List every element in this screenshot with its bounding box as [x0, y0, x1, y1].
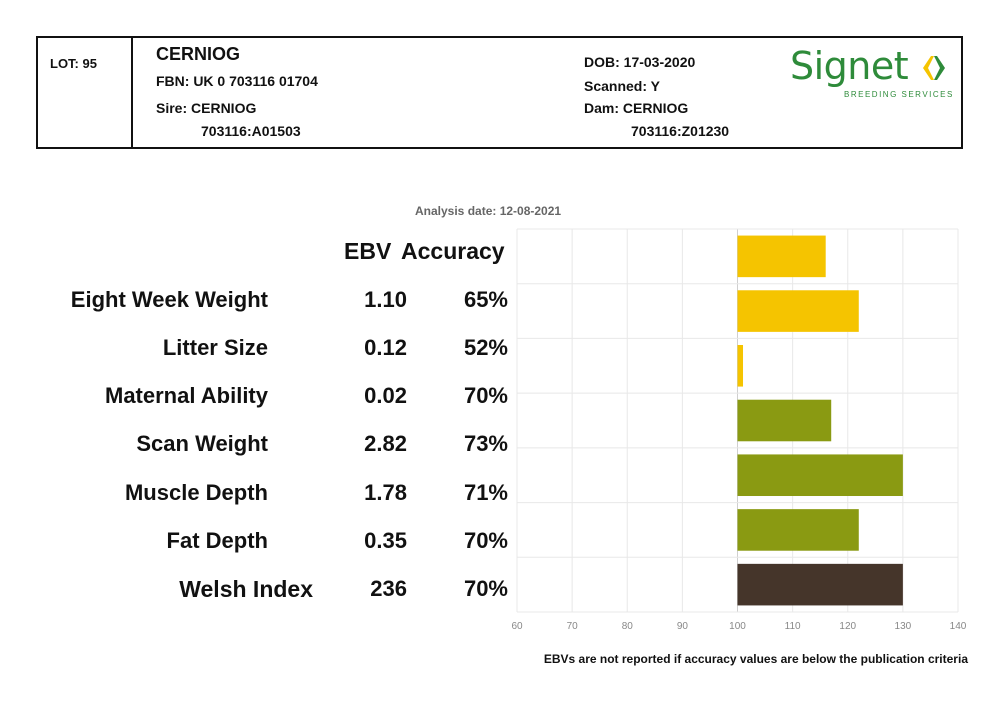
trait-label: Scan Weight — [136, 431, 268, 456]
bar-scan-weight — [737, 399, 832, 442]
bar-fat-depth — [737, 509, 859, 551]
trait-ebv: 2.82 — [364, 431, 407, 456]
x-tick-label: 70 — [567, 621, 579, 632]
trait-accuracy: 71% — [463, 480, 508, 505]
x-tick-label: 90 — [677, 621, 689, 632]
dam-id: 703116:Z01230 — [631, 123, 730, 139]
trait-accuracy: 70% — [463, 576, 508, 601]
bar-muscle-depth — [737, 454, 903, 497]
trait-label: Muscle Depth — [124, 480, 268, 505]
x-tick-label: 100 — [729, 621, 746, 632]
trait-ebv: 1.10 — [364, 287, 407, 312]
trait-ebv: 0.02 — [364, 383, 407, 408]
scanned: Scanned: Y — [584, 78, 660, 94]
sire-id: 703116:A01503 — [201, 123, 301, 139]
trait-label: Maternal Ability — [105, 383, 268, 408]
analysis-date: Analysis date: 12-08-2021 — [415, 204, 562, 218]
trait-accuracy: 70% — [463, 528, 508, 553]
bar-eight-week-weight — [737, 235, 826, 278]
ebv-bar-chart: 60 70 80 90 100 110 120 130 140 — [511, 228, 967, 632]
trait-label: Welsh Index — [179, 576, 313, 602]
footnote: EBVs are not reported if accuracy values… — [543, 652, 968, 666]
trait-label: Eight Week Weight — [70, 287, 268, 312]
lot-cell: LOT: 95 — [38, 38, 133, 147]
accuracy-column-header: Accuracy — [401, 238, 505, 264]
lot-number: LOT: 95 — [50, 56, 97, 71]
bar-welsh-index — [737, 563, 903, 606]
x-tick-label: 60 — [511, 621, 523, 632]
trait-label: Litter Size — [162, 335, 268, 360]
sire: Sire: CERNIOG — [156, 100, 257, 116]
trait-ebv: 0.12 — [364, 335, 407, 360]
logo-word: Signet — [790, 44, 909, 88]
bar-maternal-ability — [737, 344, 744, 387]
trait-label: Fat Depth — [166, 528, 268, 553]
animal-name: CERNIOG — [156, 44, 241, 64]
trait-accuracy: 65% — [463, 287, 508, 312]
x-tick-label: 140 — [950, 621, 967, 632]
x-tick-label: 120 — [839, 621, 856, 632]
trait-accuracy: 52% — [463, 335, 508, 360]
chevrons-icon — [923, 56, 945, 80]
fbn: FBN: UK 0 703116 01704 — [156, 73, 318, 89]
x-tick-label: 110 — [785, 621, 801, 632]
trait-ebv: 1.78 — [364, 480, 407, 505]
trait-accuracy: 70% — [463, 383, 508, 408]
logo-subtitle: BREEDING SERVICES — [844, 90, 954, 99]
trait-ebv: 0.35 — [364, 528, 407, 553]
trait-accuracy: 73% — [463, 431, 508, 456]
signet-logo: Signet BREEDING SERVICES — [790, 44, 952, 104]
x-tick-label: 80 — [622, 621, 634, 632]
animal-header: LOT: 95 CERNIOG FBN: UK 0 703116 01704 S… — [36, 36, 963, 149]
bar-litter-size — [737, 290, 859, 332]
trait-ebv: 236 — [370, 576, 407, 601]
x-tick-label: 130 — [895, 621, 912, 632]
dob: DOB: 17-03-2020 — [584, 54, 696, 70]
dam: Dam: CERNIOG — [584, 100, 689, 116]
ebv-column-header: EBV — [344, 238, 392, 264]
